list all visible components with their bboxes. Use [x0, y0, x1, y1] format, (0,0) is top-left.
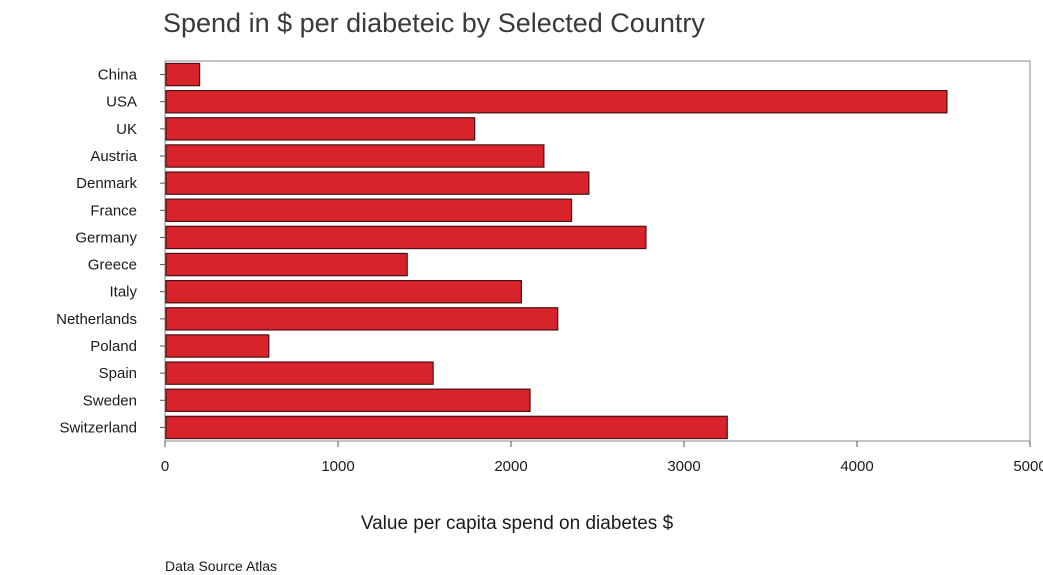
category-label: Spain [99, 365, 137, 382]
bar-france [165, 198, 573, 223]
category-label: Switzerland [59, 419, 137, 436]
chart-title: Spend in $ per diabeteic by Selected Cou… [163, 8, 705, 38]
x-tick-label: 1000 [321, 458, 354, 475]
category-label: UK [116, 121, 137, 138]
category-label: China [98, 67, 138, 84]
category-label: Netherlands [56, 311, 137, 328]
data-source-note: Data Source Atlas [165, 558, 277, 574]
bar-switzerland [165, 415, 728, 440]
bar-china [165, 62, 201, 87]
bar-austria [165, 144, 545, 168]
category-label: Poland [90, 338, 137, 355]
bar-usa [165, 89, 948, 114]
bar-denmark [165, 171, 590, 195]
x-tick-label: 2000 [494, 458, 527, 475]
category-label: Italy [109, 284, 137, 301]
x-tick-label: 3000 [667, 458, 700, 475]
category-label: Denmark [76, 175, 137, 192]
bar-netherlands [165, 307, 559, 331]
bar-greece [165, 252, 408, 277]
bar-spain [165, 361, 434, 385]
category-label: Sweden [83, 392, 137, 409]
category-label: USA [106, 94, 137, 111]
bar-germany [165, 225, 647, 250]
x-tick-label: 0 [161, 458, 169, 475]
category-label: Greece [88, 257, 137, 274]
category-label: France [90, 202, 137, 219]
x-tick-label: 4000 [840, 458, 873, 475]
bar-poland [165, 334, 270, 358]
bar-uk [165, 117, 476, 141]
category-label: Austria [90, 148, 137, 165]
x-axis-label: Value per capita spend on diabetes $ [361, 513, 674, 534]
x-tick-label: 5000 [1013, 458, 1043, 475]
bar-italy [165, 279, 522, 304]
bar-sweden [165, 388, 531, 413]
category-label: Germany [75, 229, 137, 246]
